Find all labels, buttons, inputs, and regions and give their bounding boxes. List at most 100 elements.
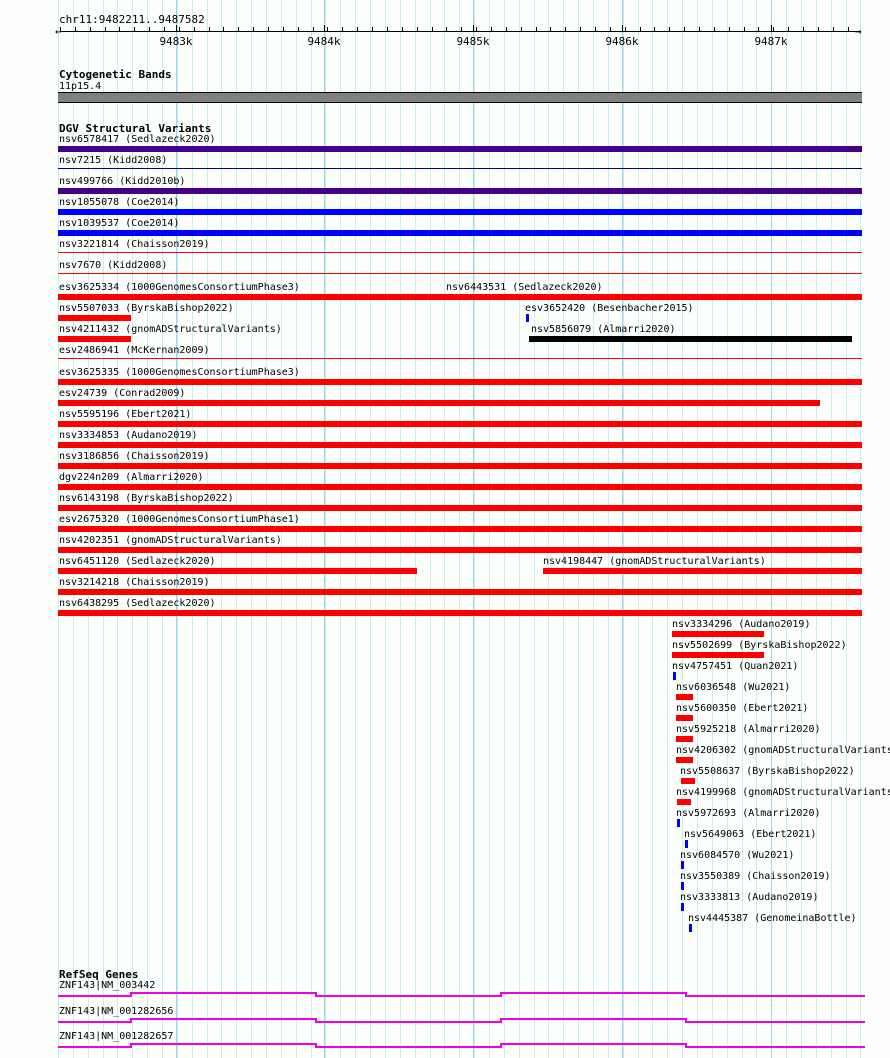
- dgv-variant-label[interactable]: nsv6451120 (Sedlazeck2020): [59, 556, 216, 567]
- coordinate-ruler[interactable]: chr11:9482211..9487582 ← → 9483k 9484k 948…: [0, 0, 890, 52]
- dgv-variant-bar[interactable]: [543, 568, 862, 574]
- dgv-variant-label[interactable]: nsv5649063 (Ebert2021): [684, 829, 817, 840]
- dgv-variant-bar[interactable]: [58, 526, 862, 532]
- refseq-gene-segment[interactable]: [685, 995, 865, 997]
- dgv-variant-label[interactable]: nsv5502699 (ByrskaBishop2022): [672, 640, 847, 651]
- dgv-variant-bar[interactable]: [58, 421, 862, 427]
- dgv-variant-bar[interactable]: [58, 610, 862, 616]
- dgv-variant-label[interactable]: nsv3214218 (Chaisson2019): [59, 577, 210, 588]
- dgv-variant-label[interactable]: nsv4198447 (gnomADStructuralVariants): [543, 556, 766, 567]
- dgv-variant-label[interactable]: nsv499766 (Kidd2010b): [59, 176, 186, 187]
- dgv-variant-bar[interactable]: [673, 672, 676, 680]
- refseq-gene-segment[interactable]: [130, 1018, 315, 1020]
- dgv-variant-label[interactable]: nsv4202351 (gnomADStructuralVariants): [59, 535, 282, 546]
- dgv-variant-label[interactable]: nsv7215 (Kidd2008): [59, 155, 168, 166]
- dgv-variant-label[interactable]: nsv3186856 (Chaisson2019): [59, 451, 210, 462]
- dgv-variant-label[interactable]: nsv4206302 (gnomADStructuralVariants): [676, 745, 890, 756]
- dgv-variant-bar[interactable]: [676, 694, 693, 700]
- dgv-variant-bar[interactable]: [58, 315, 131, 321]
- dgv-variant-label[interactable]: nsv6084570 (Wu2021): [680, 850, 795, 861]
- dgv-variant-bar[interactable]: [681, 882, 684, 890]
- dgv-variant-bar[interactable]: [676, 757, 693, 763]
- dgv-variant-bar[interactable]: [58, 168, 862, 169]
- dgv-variant-bar[interactable]: [58, 230, 862, 236]
- dgv-variant-bar[interactable]: [58, 146, 862, 152]
- dgv-variant-bar[interactable]: [58, 273, 862, 274]
- refseq-gene-segment[interactable]: [130, 1043, 315, 1045]
- dgv-variant-bar[interactable]: [58, 589, 862, 595]
- dgv-variant-bar[interactable]: [58, 379, 862, 385]
- dgv-variant-bar[interactable]: [58, 505, 862, 511]
- dgv-variant-bar[interactable]: [672, 631, 764, 637]
- refseq-gene-segment[interactable]: [500, 1043, 685, 1045]
- dgv-variant-bar[interactable]: [446, 294, 862, 300]
- dgv-variant-label[interactable]: nsv5507033 (ByrskaBishop2022): [59, 303, 234, 314]
- dgv-variant-bar[interactable]: [681, 861, 684, 869]
- refseq-gene-segment[interactable]: [315, 995, 500, 997]
- dgv-variant-bar[interactable]: [58, 358, 862, 359]
- ruler-right-arrow-icon[interactable]: →: [855, 25, 862, 38]
- dgv-variant-label[interactable]: nsv7670 (Kidd2008): [59, 260, 168, 271]
- dgv-variant-label[interactable]: nsv6036548 (Wu2021): [676, 682, 791, 693]
- dgv-variant-bar[interactable]: [677, 819, 680, 827]
- dgv-variant-bar[interactable]: [681, 778, 695, 784]
- dgv-variant-label[interactable]: nsv4445387 (GenomeinaBottle): [688, 913, 857, 924]
- dgv-variant-label[interactable]: nsv3334296 (Audano2019): [672, 619, 811, 630]
- dgv-variant-label[interactable]: esv3625334 (1000GenomesConsortiumPhase3): [59, 282, 300, 293]
- dgv-variant-label[interactable]: nsv6438295 (Sedlazeck2020): [59, 598, 216, 609]
- dgv-variant-bar[interactable]: [58, 442, 862, 448]
- dgv-variant-label[interactable]: nsv6143198 (ByrskaBishop2022): [59, 493, 234, 504]
- dgv-variant-label[interactable]: esv2675320 (1000GenomesConsortiumPhase1): [59, 514, 300, 525]
- refseq-gene-segment[interactable]: [315, 1021, 500, 1023]
- refseq-gene-label[interactable]: ZNF143|NM_001282656: [59, 1006, 174, 1017]
- dgv-variant-label[interactable]: nsv4211432 (gnomADStructuralVariants): [59, 324, 282, 335]
- refseq-gene-segment[interactable]: [500, 1018, 685, 1020]
- dgv-variant-bar[interactable]: [58, 568, 417, 574]
- dgv-variant-label[interactable]: esv24739 (Conrad2009): [59, 388, 186, 399]
- dgv-variant-bar[interactable]: [672, 652, 764, 658]
- dgv-variant-bar[interactable]: [58, 547, 862, 553]
- dgv-variant-label[interactable]: nsv6578417 (Sedlazeck2020): [59, 134, 216, 145]
- dgv-variant-bar[interactable]: [58, 484, 862, 490]
- dgv-variant-label[interactable]: nsv3550389 (Chaisson2019): [680, 871, 831, 882]
- dgv-variant-label[interactable]: nsv5925218 (Almarri2020): [676, 724, 821, 735]
- ruler-left-arrow-icon[interactable]: ←: [55, 25, 62, 38]
- dgv-variant-bar[interactable]: [58, 209, 862, 215]
- refseq-gene-segment[interactable]: [130, 992, 315, 994]
- dgv-variant-bar[interactable]: [529, 336, 852, 342]
- dgv-variant-label[interactable]: nsv5508637 (ByrskaBishop2022): [680, 766, 855, 777]
- refseq-gene-segment[interactable]: [58, 1046, 130, 1048]
- dgv-variant-bar[interactable]: [677, 799, 691, 805]
- refseq-gene-label[interactable]: ZNF143|NM_003442: [59, 980, 156, 991]
- refseq-gene-segment[interactable]: [685, 1046, 865, 1048]
- dgv-variant-label[interactable]: nsv4757451 (Quan2021): [672, 661, 799, 672]
- refseq-gene-segment[interactable]: [500, 992, 685, 994]
- dgv-variant-label[interactable]: nsv5600350 (Ebert2021): [676, 703, 809, 714]
- dgv-variant-label[interactable]: nsv4199968 (gnomADStructuralVariants): [676, 787, 890, 798]
- dgv-variant-label[interactable]: dgv224n209 (Almarri2020): [59, 472, 204, 483]
- dgv-variant-bar[interactable]: [58, 336, 131, 342]
- dgv-variant-label[interactable]: nsv5595196 (Ebert2021): [59, 409, 192, 420]
- dgv-variant-label[interactable]: nsv3333813 (Audano2019): [680, 892, 819, 903]
- dgv-variant-label[interactable]: nsv1055078 (Coe2014): [59, 197, 180, 208]
- dgv-variant-label[interactable]: nsv5856079 (Almarri2020): [531, 324, 676, 335]
- dgv-variant-label[interactable]: nsv6443531 (Sedlazeck2020): [446, 282, 603, 293]
- dgv-variant-label[interactable]: nsv1039537 (Coe2014): [59, 218, 180, 229]
- dgv-variant-bar[interactable]: [676, 715, 693, 721]
- dgv-variant-label[interactable]: nsv3221814 (Chaisson2019): [59, 239, 210, 250]
- refseq-gene-label[interactable]: ZNF143|NM_001282657: [59, 1031, 174, 1042]
- dgv-variant-bar[interactable]: [58, 463, 862, 469]
- dgv-variant-label[interactable]: esv2486941 (McKernan2009): [59, 345, 210, 356]
- refseq-gene-segment[interactable]: [58, 1021, 130, 1023]
- dgv-variant-bar[interactable]: [526, 314, 529, 322]
- refseq-gene-segment[interactable]: [315, 1046, 500, 1048]
- dgv-variant-label[interactable]: esv3652420 (Besenbacher2015): [525, 303, 694, 314]
- dgv-variant-bar[interactable]: [58, 252, 862, 253]
- dgv-variant-bar[interactable]: [689, 924, 692, 932]
- dgv-variant-bar[interactable]: [676, 736, 693, 742]
- dgv-variant-label[interactable]: nsv3334853 (Audano2019): [59, 430, 198, 441]
- refseq-gene-segment[interactable]: [685, 1021, 865, 1023]
- dgv-variant-bar[interactable]: [58, 400, 820, 406]
- dgv-variant-label[interactable]: nsv5972693 (Almarri2020): [676, 808, 821, 819]
- refseq-gene-segment[interactable]: [58, 995, 130, 997]
